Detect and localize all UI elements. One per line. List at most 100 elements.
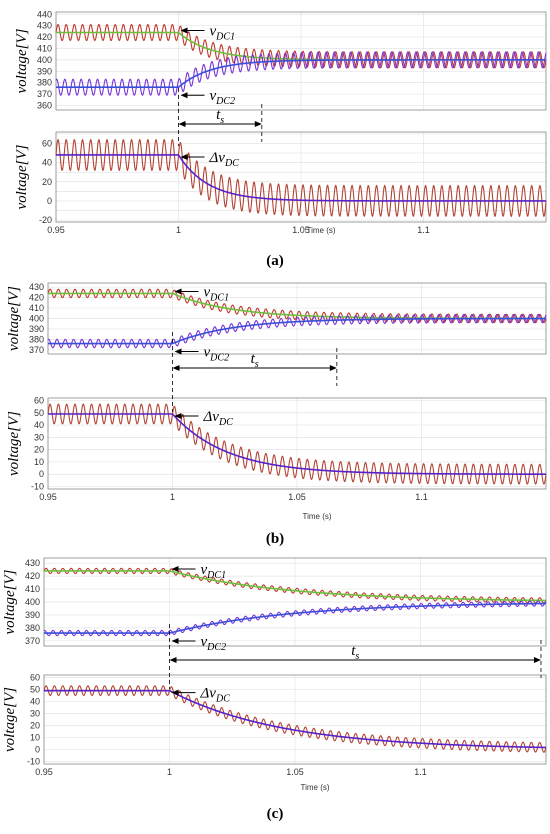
upper-ytick-b-6: 430 xyxy=(29,282,44,292)
lower-frame-a xyxy=(55,131,547,223)
lower-ytick-a-4: 20 xyxy=(42,177,52,187)
lower-mean-ΔvDC-a xyxy=(56,154,546,202)
ts-arrowhead-right-b xyxy=(329,365,337,371)
lower-ytick-c-2: 10 xyxy=(30,733,40,743)
vdc1-c-arrowhead xyxy=(171,565,179,572)
vdc2-b-arrowhead xyxy=(174,348,182,355)
caption-a: (a) xyxy=(266,253,284,269)
vdc1-c-label: vDC1 xyxy=(201,562,227,581)
xtick-c-1: 1 xyxy=(167,767,172,777)
lower-ytick-b-6: 50 xyxy=(34,408,44,418)
upper-ytick-a-6: 420 xyxy=(37,32,52,42)
ts-label-b: ts xyxy=(251,351,259,370)
upper-ytick-c-4: 410 xyxy=(25,584,40,594)
xtick-c-2: 1.05 xyxy=(286,767,304,777)
upper-mean-vDC2-c xyxy=(44,602,546,634)
lower-ylabel-a: voltage[V] xyxy=(14,144,30,209)
lower-ytick-a-8: 60 xyxy=(42,138,52,148)
lower-ytick-c-5: 40 xyxy=(30,696,40,706)
upper-mean-vDC2-b xyxy=(48,317,546,345)
upper-ytick-b-2: 390 xyxy=(29,324,44,334)
upper-ytick-c-2: 390 xyxy=(25,610,40,620)
lower-frame-b xyxy=(47,397,547,490)
vdc1-a-label: vDC1 xyxy=(210,24,236,43)
upper-ytick-c-0: 370 xyxy=(25,636,40,646)
lower-ytick-a-2: 0 xyxy=(47,196,52,206)
lower-ylabel-b: voltage[V] xyxy=(6,411,22,476)
xtick-b-1: 1 xyxy=(170,492,175,502)
upper-ytick-a-7: 430 xyxy=(37,21,52,31)
upper-mean-vDC1-c xyxy=(44,570,546,602)
vdc1-b-arrowhead xyxy=(174,288,182,295)
caption-c: (c) xyxy=(267,806,284,822)
xlabel-b: Time (s) xyxy=(302,512,331,521)
upper-ytick-b-1: 380 xyxy=(29,334,44,344)
upper-plot-c: 370 380 390 400 410 420 430 voltage[V] xyxy=(2,557,547,647)
upper-ylabel-a: voltage[V] xyxy=(14,28,30,93)
upper-ytick-a-1: 370 xyxy=(37,89,52,99)
caption-b: (b) xyxy=(266,531,284,547)
upper-ylabel-b: voltage[V] xyxy=(6,286,22,351)
xtick-a-1: 1 xyxy=(176,225,181,235)
lower-ytick-c-3: 20 xyxy=(30,721,40,731)
lower-ytick-c-1: 0 xyxy=(35,745,40,755)
dvdc-a-label: ΔvDC xyxy=(209,150,240,169)
xtick-c-3: 1.1 xyxy=(414,767,427,777)
lower-ytick-b-5: 40 xyxy=(34,420,44,430)
vdc2-a-arrowhead xyxy=(180,92,188,99)
upper-ytick-b-0: 370 xyxy=(29,345,44,355)
upper-ytick-a-3: 390 xyxy=(37,66,52,76)
lower-mean-ΔvDC-c xyxy=(44,689,547,749)
ts-arrowhead-right-c xyxy=(533,657,541,663)
upper-ytick-c-6: 430 xyxy=(25,558,40,568)
xlabel-c: Time (s) xyxy=(300,783,329,792)
lower-ytick-c-4: 30 xyxy=(30,708,40,718)
upper-ytick-b-4: 410 xyxy=(29,303,44,313)
lower-ytick-b-4: 30 xyxy=(34,432,44,442)
lower-mean-ΔvDC-b xyxy=(48,413,546,475)
ts-arrowhead-right-a xyxy=(254,121,262,127)
lower-ytick-c-0: -10 xyxy=(27,757,40,767)
lower-ytick-b-3: 20 xyxy=(34,445,44,455)
lower-plot-a: -20 0 20 40 60 voltage[V] xyxy=(14,131,547,225)
xtick-c-0: 0.95 xyxy=(35,767,53,777)
xtick-b-3: 1.1 xyxy=(415,492,428,502)
lower-ytick-b-1: 0 xyxy=(39,469,44,479)
lower-ytick-b-7: 60 xyxy=(34,395,44,405)
dvdc-c-arrowhead xyxy=(171,689,179,696)
dvdc-b-label: ΔvDC xyxy=(203,409,234,428)
dvdc-c-label: ΔvDC xyxy=(200,686,231,705)
upper-ytick-c-1: 380 xyxy=(25,623,40,633)
ts-label-a: ts xyxy=(216,107,224,126)
upper-ytick-b-5: 420 xyxy=(29,293,44,303)
ts-arrowhead-left-b xyxy=(172,365,180,371)
lower-ytick-a-0: -20 xyxy=(39,215,52,225)
lower-plot-c: -10 0 10 20 30 40 50 60 voltage[V] xyxy=(2,672,547,767)
upper-ytick-a-0: 360 xyxy=(37,100,52,110)
vdc2-b-label: vDC2 xyxy=(204,345,230,364)
upper-ripple-vDC2-b xyxy=(47,313,547,349)
upper-ylabel-c: voltage[V] xyxy=(2,569,18,634)
lower-ylabel-c: voltage[V] xyxy=(2,687,18,752)
vdc2-c-label: vDC2 xyxy=(201,634,227,653)
upper-ytick-a-5: 410 xyxy=(37,43,52,53)
vdc2-c-arrowhead xyxy=(171,638,179,645)
lower-ytick-c-6: 50 xyxy=(30,684,40,694)
xtick-a-3: 1.1 xyxy=(417,225,430,235)
lower-ytick-a-6: 40 xyxy=(42,158,52,168)
xlabel-a: Time (s) xyxy=(306,226,335,235)
dvdc-b-arrowhead xyxy=(174,412,182,419)
upper-ytick-a-8: 440 xyxy=(37,9,52,19)
upper-ripple-vDC2-a xyxy=(55,51,547,96)
upper-ripple-vDC2-c xyxy=(43,600,547,637)
lower-ytick-b-0: -10 xyxy=(31,482,44,492)
dvdc-a-arrowhead xyxy=(180,153,188,160)
upper-ytick-b-3: 400 xyxy=(29,314,44,324)
lower-frame-c xyxy=(43,674,547,765)
lower-plot-b: -10 0 10 20 30 40 50 60 voltage[V] xyxy=(6,395,547,492)
ts-arrowhead-left-c xyxy=(169,657,177,663)
vdc1-b-label: vDC1 xyxy=(204,284,230,303)
